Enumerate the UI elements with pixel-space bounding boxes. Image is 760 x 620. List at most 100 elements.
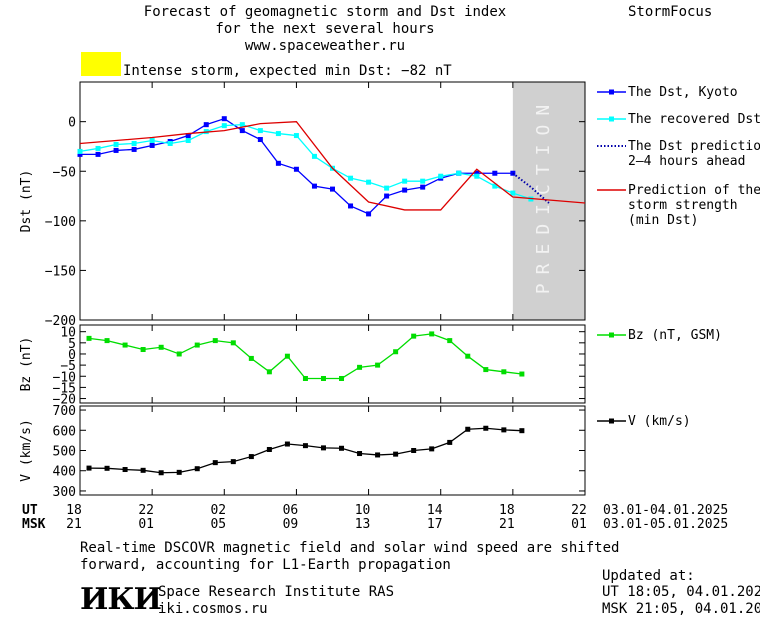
data-point-2-0-12 <box>302 443 308 449</box>
data-point-0-1-22 <box>474 173 480 179</box>
data-point-1-0-17 <box>393 349 399 355</box>
data-point-1-0-14 <box>339 375 345 381</box>
data-point-0-0-9 <box>239 128 245 134</box>
data-point-2-0-5 <box>176 469 182 475</box>
data-point-1-0-11 <box>284 353 290 359</box>
data-point-1-0-24 <box>519 371 525 377</box>
x-axis-msk-label: MSK <box>22 517 46 532</box>
data-point-2-0-0 <box>86 465 92 471</box>
data-point-1-0-18 <box>411 333 417 339</box>
x-axis-msk-range: 03.01-05.01.2025 <box>603 517 728 532</box>
data-point-2-0-2 <box>122 467 128 473</box>
data-point-0-0-23 <box>492 170 498 176</box>
data-point-0-0-7 <box>203 122 209 128</box>
data-point-0-1-19 <box>420 178 426 184</box>
data-point-0-0-6 <box>185 133 191 139</box>
data-point-1-0-0 <box>86 335 92 341</box>
data-point-2-0-10 <box>266 446 272 452</box>
data-point-1-0-13 <box>320 375 326 381</box>
legend-label-2-1: 2–4 hours ahead <box>628 154 745 169</box>
data-point-0-1-21 <box>456 170 462 176</box>
y-tick-label-1-4: −10 <box>53 370 76 385</box>
y-tick-label-1-5: −15 <box>53 381 76 396</box>
y-tick-label-2-1: 600 <box>53 424 76 439</box>
institute-name: Space Research Institute RAS <box>158 584 395 600</box>
x-tick-label-msk-5: 17 <box>427 517 443 532</box>
data-point-2-0-3 <box>140 467 146 473</box>
data-point-1-0-16 <box>375 362 381 368</box>
series-line-0-2 <box>512 172 550 204</box>
data-point-0-1-8 <box>221 123 227 129</box>
data-point-2-0-15 <box>357 451 363 457</box>
legend-label-3-2: (min Dst) <box>628 213 698 228</box>
chart-title-line1: Forecast of geomagnetic storm and Dst in… <box>143 4 507 20</box>
data-point-2-0-21 <box>465 426 471 432</box>
panel-frame-0 <box>79 81 586 321</box>
data-point-1-0-3 <box>140 347 146 353</box>
y-tick-label-0-4: −200 <box>45 314 76 329</box>
iki-logo: ИКИ <box>80 582 162 617</box>
legend-label-2: The Dst prediction <box>628 139 760 154</box>
data-point-0-1-6 <box>185 138 191 144</box>
series-line-0-0 <box>80 117 513 215</box>
data-point-0-1-4 <box>149 138 155 144</box>
data-point-1-0-5 <box>176 351 182 357</box>
data-point-1-0-19 <box>429 331 435 337</box>
legend-label-3: Prediction of the <box>628 183 760 198</box>
data-point-0-1-17 <box>384 185 390 191</box>
x-tick-label-ut-1: 22 <box>138 503 154 518</box>
data-point-1-0-20 <box>447 338 453 344</box>
data-point-2-0-20 <box>447 439 453 445</box>
x-tick-label-ut-4: 10 <box>355 503 371 518</box>
data-point-0-1-20 <box>438 173 444 179</box>
legend-label-p2: V (km/s) <box>628 414 691 429</box>
institute-site[interactable]: iki.cosmos.ru <box>158 601 268 617</box>
data-point-1-0-1 <box>104 338 110 344</box>
data-point-1-0-22 <box>483 367 489 373</box>
legend-marker-p2 <box>609 418 614 424</box>
data-point-0-0-4 <box>149 142 155 148</box>
data-point-2-0-22 <box>483 425 489 431</box>
x-tick-label-ut-2: 02 <box>210 503 226 518</box>
y-axis-label-2: V (km/s) <box>19 419 34 482</box>
data-point-2-0-19 <box>429 446 435 452</box>
data-point-0-0-3 <box>131 146 137 152</box>
prediction-region <box>512 82 585 320</box>
data-point-1-0-23 <box>501 369 507 375</box>
y-tick-label-1-3: −5 <box>60 359 76 374</box>
x-tick-label-msk-7: 01 <box>571 517 587 532</box>
x-tick-label-msk-6: 21 <box>499 517 515 532</box>
data-point-0-0-19 <box>420 184 426 190</box>
data-point-1-0-8 <box>230 340 236 346</box>
legend-marker-p1 <box>609 332 614 338</box>
data-point-0-1-18 <box>402 178 408 184</box>
legend-label-0: The Dst, Kyoto <box>628 85 738 100</box>
y-tick-label-2-4: 300 <box>53 485 76 500</box>
x-tick-label-ut-3: 06 <box>283 503 299 518</box>
y-axis-label-0: Dst (nT) <box>19 170 34 233</box>
data-point-2-0-11 <box>284 441 290 447</box>
legend-marker-1 <box>609 116 614 122</box>
x-tick-label-msk-1: 01 <box>138 517 154 532</box>
updated-ut: UT 18:05, 04.01.2025 <box>602 584 760 600</box>
data-point-2-0-7 <box>212 460 218 466</box>
x-tick-label-msk-0: 21 <box>66 517 82 532</box>
y-tick-label-1-2: 0 <box>68 348 76 363</box>
data-point-0-0-16 <box>366 211 372 217</box>
data-point-1-0-21 <box>465 353 471 359</box>
data-point-0-1-15 <box>348 175 354 181</box>
y-axis-label-1: Bz (nT) <box>19 337 34 392</box>
x-tick-label-ut-7: 22 <box>571 503 587 518</box>
data-point-0-0-11 <box>275 160 281 166</box>
data-point-2-0-18 <box>411 448 417 453</box>
data-point-1-0-2 <box>122 342 128 348</box>
data-point-0-1-11 <box>275 131 281 137</box>
x-tick-label-ut-6: 18 <box>499 503 515 518</box>
data-point-0-1-1 <box>95 145 101 151</box>
data-point-0-1-13 <box>311 153 317 159</box>
chart-title-line2: for the next several hours <box>215 21 435 37</box>
y-tick-label-2-2: 500 <box>53 445 76 460</box>
y-tick-label-1-1: 5 <box>68 337 76 352</box>
storm-forecast-text: Intense storm, expected min Dst: −82 nT <box>123 63 452 79</box>
